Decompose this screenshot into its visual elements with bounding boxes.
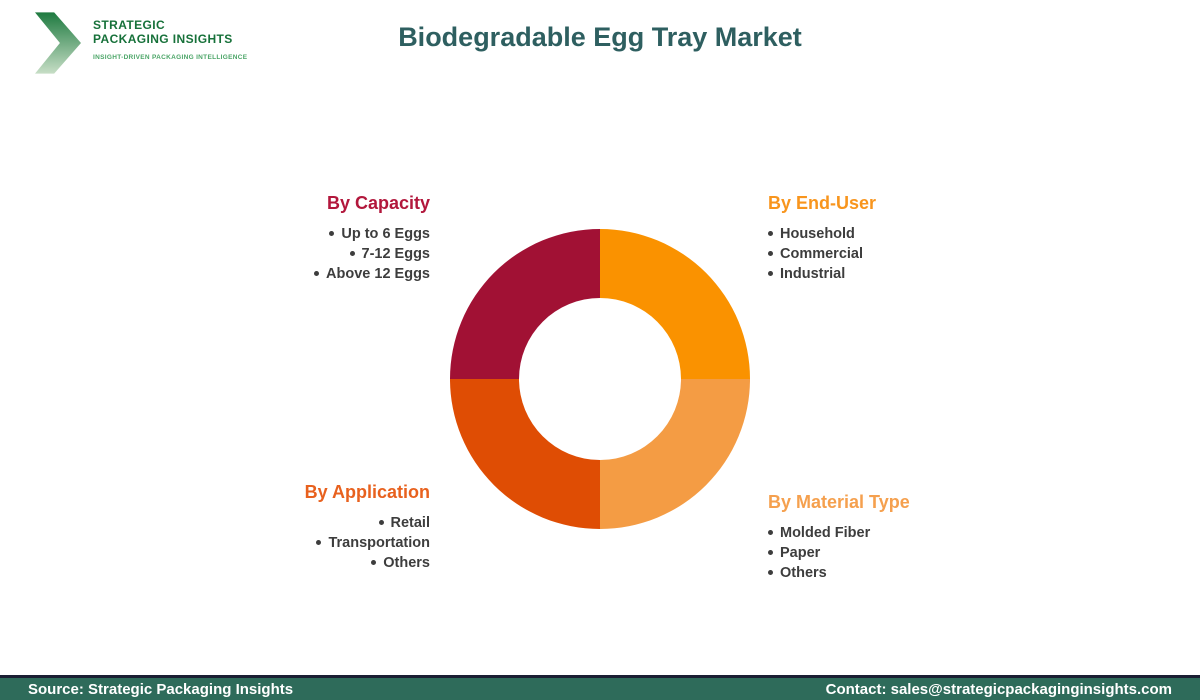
bullet-icon bbox=[768, 230, 773, 236]
segment-block-material-type: By Material Type Molded Fiber Paper Othe… bbox=[768, 492, 988, 583]
list-item-label: Above 12 Eggs bbox=[326, 266, 430, 282]
list-item: Others bbox=[768, 563, 988, 583]
donut-segment-by-application bbox=[450, 379, 600, 529]
bullet-icon bbox=[371, 559, 377, 565]
list-item: Transportation bbox=[230, 533, 430, 553]
list-item-label: Retail bbox=[390, 515, 431, 531]
logo-tagline: INSIGHT-DRIVEN PACKAGING INTELLIGENCE bbox=[93, 54, 248, 61]
list-item-label: Others bbox=[383, 555, 430, 571]
donut-chart bbox=[450, 229, 750, 529]
segment-heading-capacity: By Capacity bbox=[326, 193, 430, 213]
list-item-label: Paper bbox=[780, 545, 821, 561]
logo-line-1: STRATEGIC bbox=[93, 18, 166, 32]
segment-heading-end-user: By End-User bbox=[768, 193, 877, 213]
chevron-logo-icon bbox=[35, 12, 81, 74]
list-item-label: Transportation bbox=[328, 535, 430, 551]
page-title: Biodegradable Egg Tray Market bbox=[398, 22, 802, 52]
list-item-label: Others bbox=[780, 565, 827, 581]
bullet-icon bbox=[378, 519, 384, 525]
segment-heading-material-type: By Material Type bbox=[768, 492, 910, 512]
list-item: Paper bbox=[768, 543, 988, 563]
list-item-label: Molded Fiber bbox=[780, 525, 871, 541]
list-item: Up to 6 Eggs bbox=[230, 224, 430, 244]
bullet-icon bbox=[314, 270, 320, 276]
list-item-label: Up to 6 Eggs bbox=[341, 226, 430, 242]
list-item-label: 7-12 Eggs bbox=[361, 246, 431, 262]
brand-logo: STRATEGIC PACKAGING INSIGHTS INSIGHT-DRI… bbox=[35, 12, 247, 74]
footer-source: Source: Strategic Packaging Insights bbox=[28, 680, 294, 698]
bullet-icon bbox=[768, 549, 773, 555]
bullet-icon bbox=[768, 250, 773, 256]
list-item: 7-12 Eggs bbox=[230, 244, 430, 264]
logo-line-2: PACKAGING INSIGHTS bbox=[93, 32, 233, 46]
list-item: Commercial bbox=[768, 244, 988, 264]
list-item-label: Household bbox=[780, 226, 855, 242]
logo-text: STRATEGIC PACKAGING INSIGHTS INSIGHT-DRI… bbox=[93, 12, 247, 61]
segment-block-end-user: By End-User Household Commercial Industr… bbox=[768, 193, 988, 284]
bullet-icon bbox=[316, 539, 322, 545]
bullet-icon bbox=[349, 250, 355, 256]
list-item: Molded Fiber bbox=[768, 523, 988, 543]
list-item: Retail bbox=[230, 513, 430, 533]
segment-heading-application: By Application bbox=[304, 482, 430, 502]
list-item: Household bbox=[768, 224, 988, 244]
bullet-icon bbox=[768, 270, 773, 276]
footer-bar: Source: Strategic Packaging Insights Con… bbox=[0, 675, 1200, 700]
footer-contact: Contact: sales@strategicpackaginginsight… bbox=[825, 680, 1172, 698]
segment-block-application: By Application Retail Transportation Oth… bbox=[230, 482, 430, 573]
list-item: Others bbox=[230, 553, 430, 573]
list-item-label: Industrial bbox=[780, 266, 846, 282]
donut-segment-by-material-type bbox=[600, 379, 750, 529]
donut-segment-by-capacity bbox=[450, 229, 600, 379]
bullet-icon bbox=[768, 529, 773, 535]
bullet-icon bbox=[329, 230, 335, 236]
bullet-icon bbox=[768, 569, 773, 575]
list-item: Above 12 Eggs bbox=[230, 264, 430, 284]
donut-chart-container bbox=[450, 229, 750, 529]
list-item-label: Commercial bbox=[780, 246, 864, 262]
donut-segment-by-end-user bbox=[600, 229, 750, 379]
list-item: Industrial bbox=[768, 264, 988, 284]
segment-block-capacity: By Capacity Up to 6 Eggs 7-12 Eggs Above… bbox=[230, 193, 430, 284]
